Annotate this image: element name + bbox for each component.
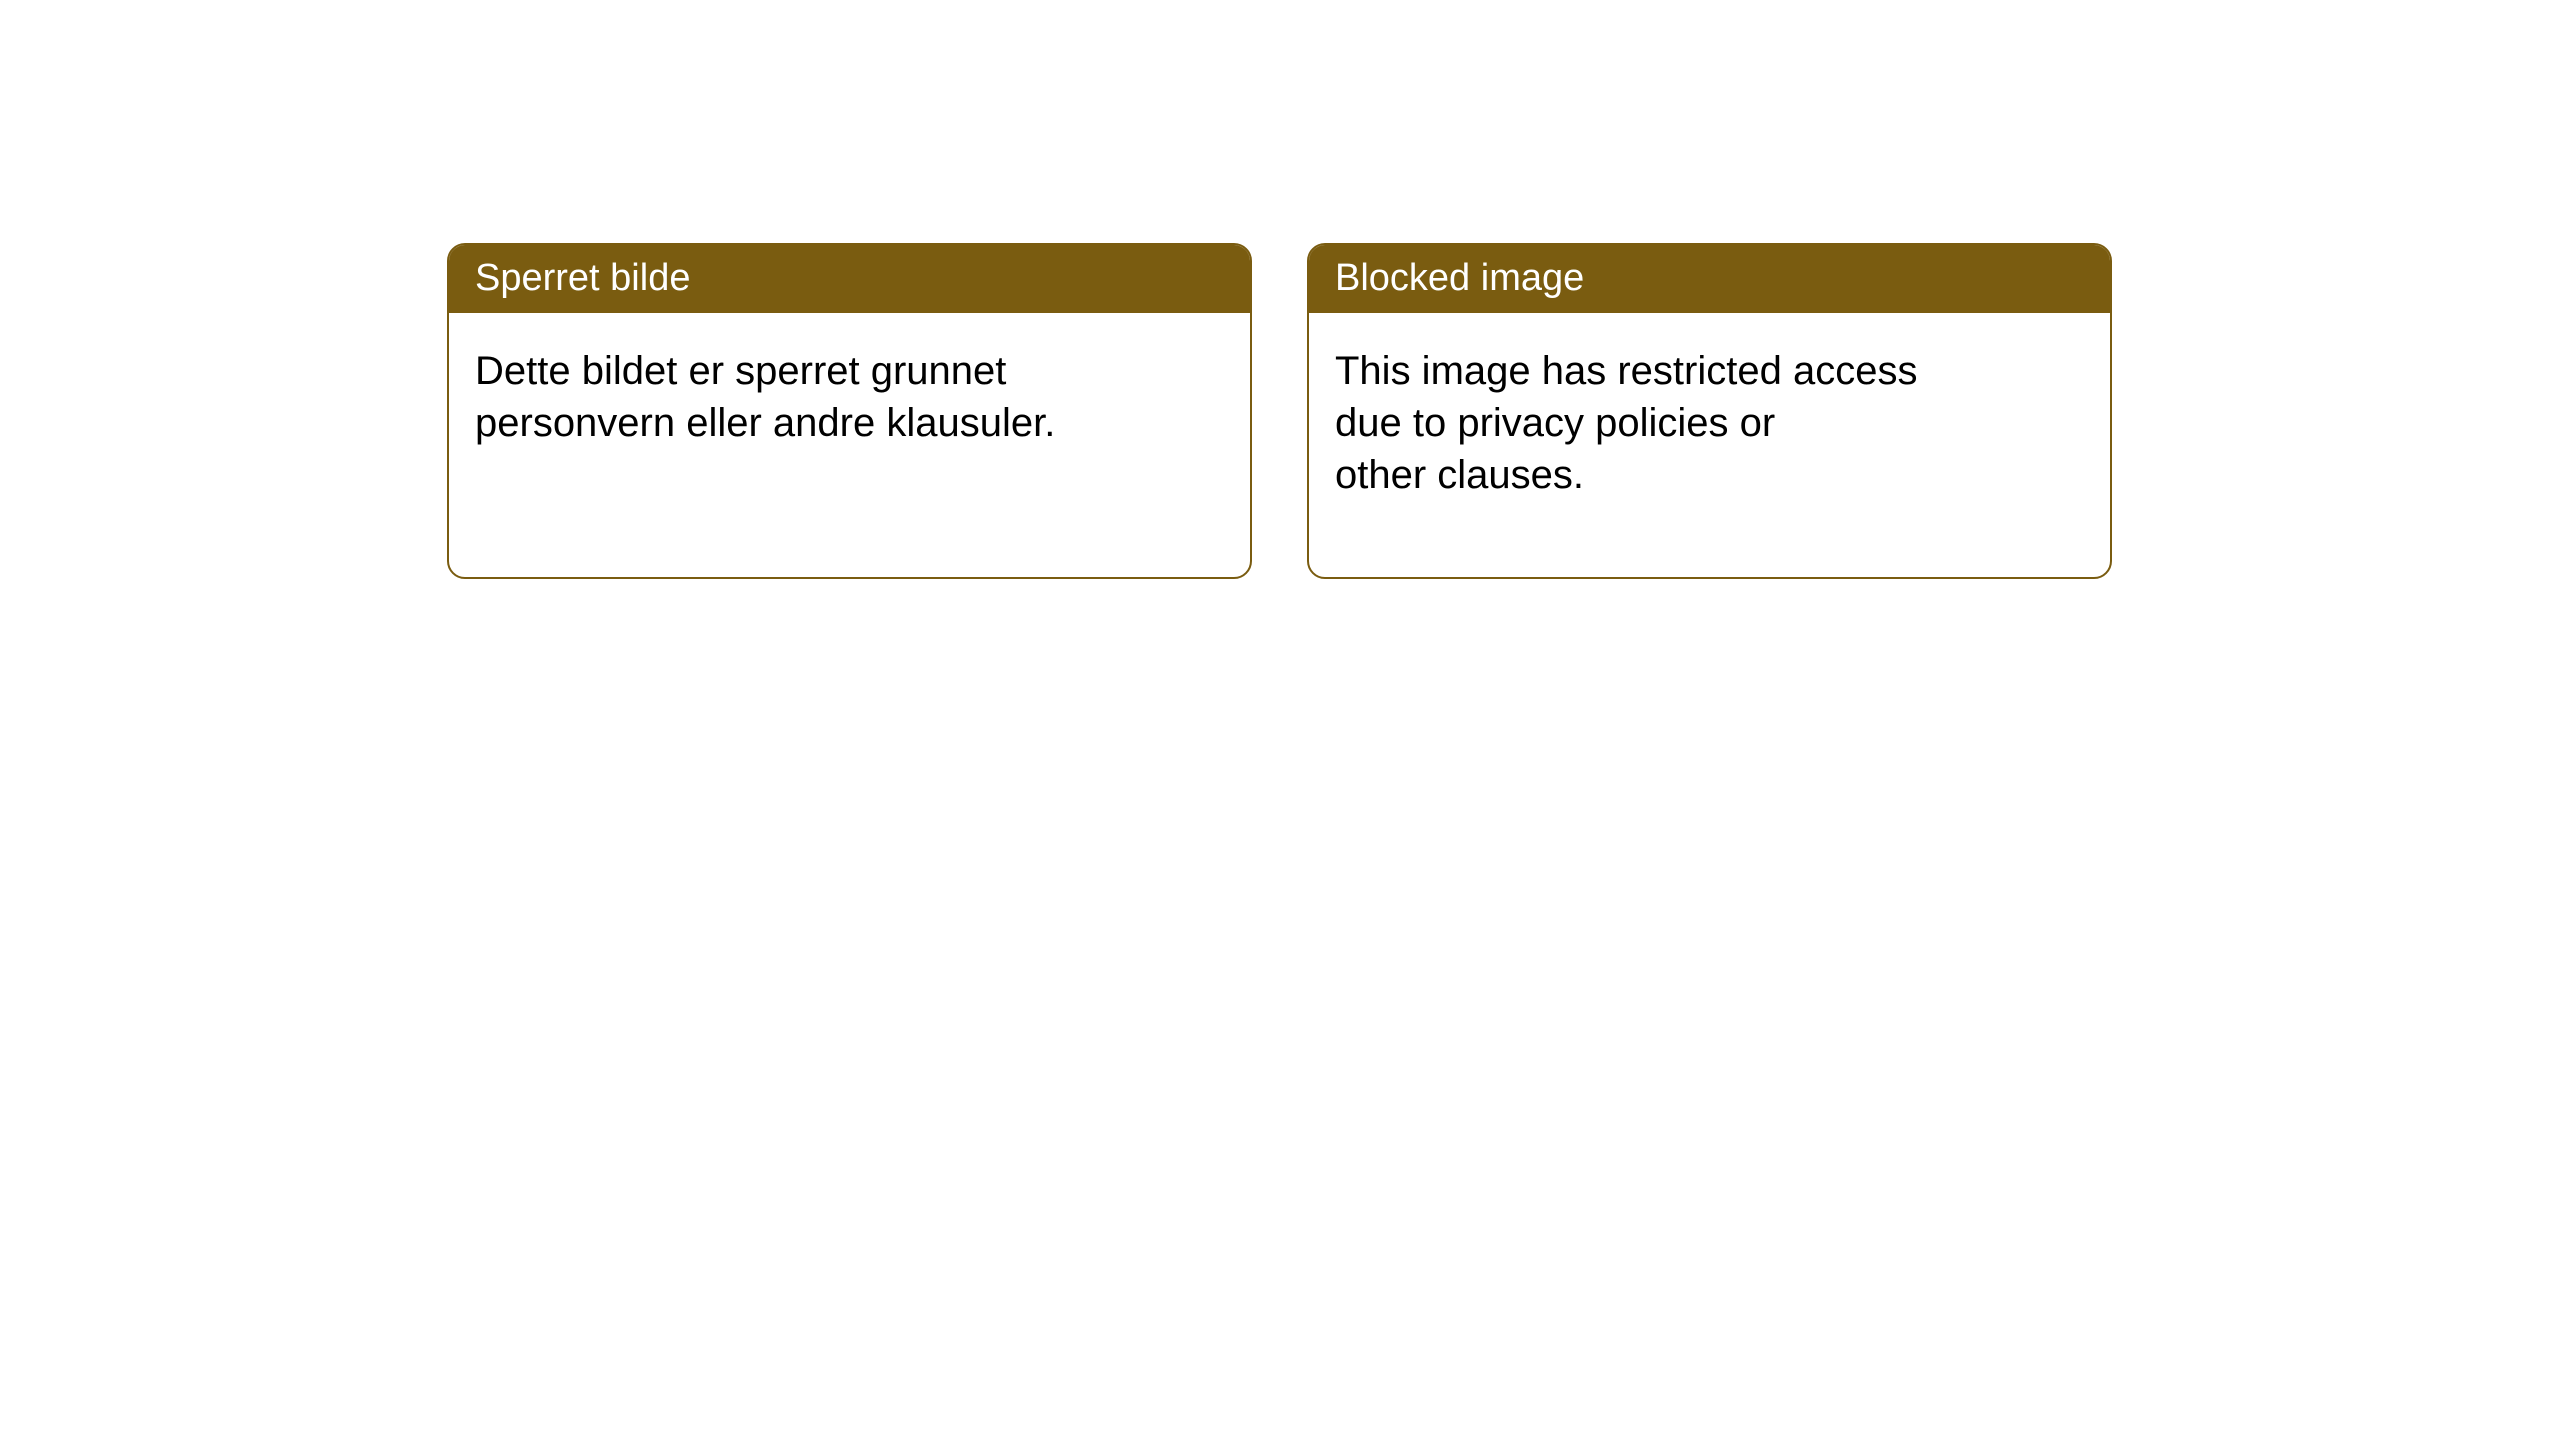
notice-card-norwegian: Sperret bilde Dette bildet er sperret gr… xyxy=(447,243,1252,579)
card-title-english: Blocked image xyxy=(1335,257,1584,299)
card-body-norwegian: Dette bildet er sperret grunnet personve… xyxy=(449,313,1250,481)
notice-card-english: Blocked image This image has restricted … xyxy=(1307,243,2112,579)
card-header-norwegian: Sperret bilde xyxy=(449,245,1250,313)
card-body-text-english: This image has restricted access due to … xyxy=(1335,349,1917,497)
card-header-english: Blocked image xyxy=(1309,245,2110,313)
card-body-english: This image has restricted access due to … xyxy=(1309,313,2110,533)
card-title-norwegian: Sperret bilde xyxy=(475,257,690,299)
card-body-text-norwegian: Dette bildet er sperret grunnet personve… xyxy=(475,349,1055,445)
notice-cards-container: Sperret bilde Dette bildet er sperret gr… xyxy=(447,243,2112,579)
